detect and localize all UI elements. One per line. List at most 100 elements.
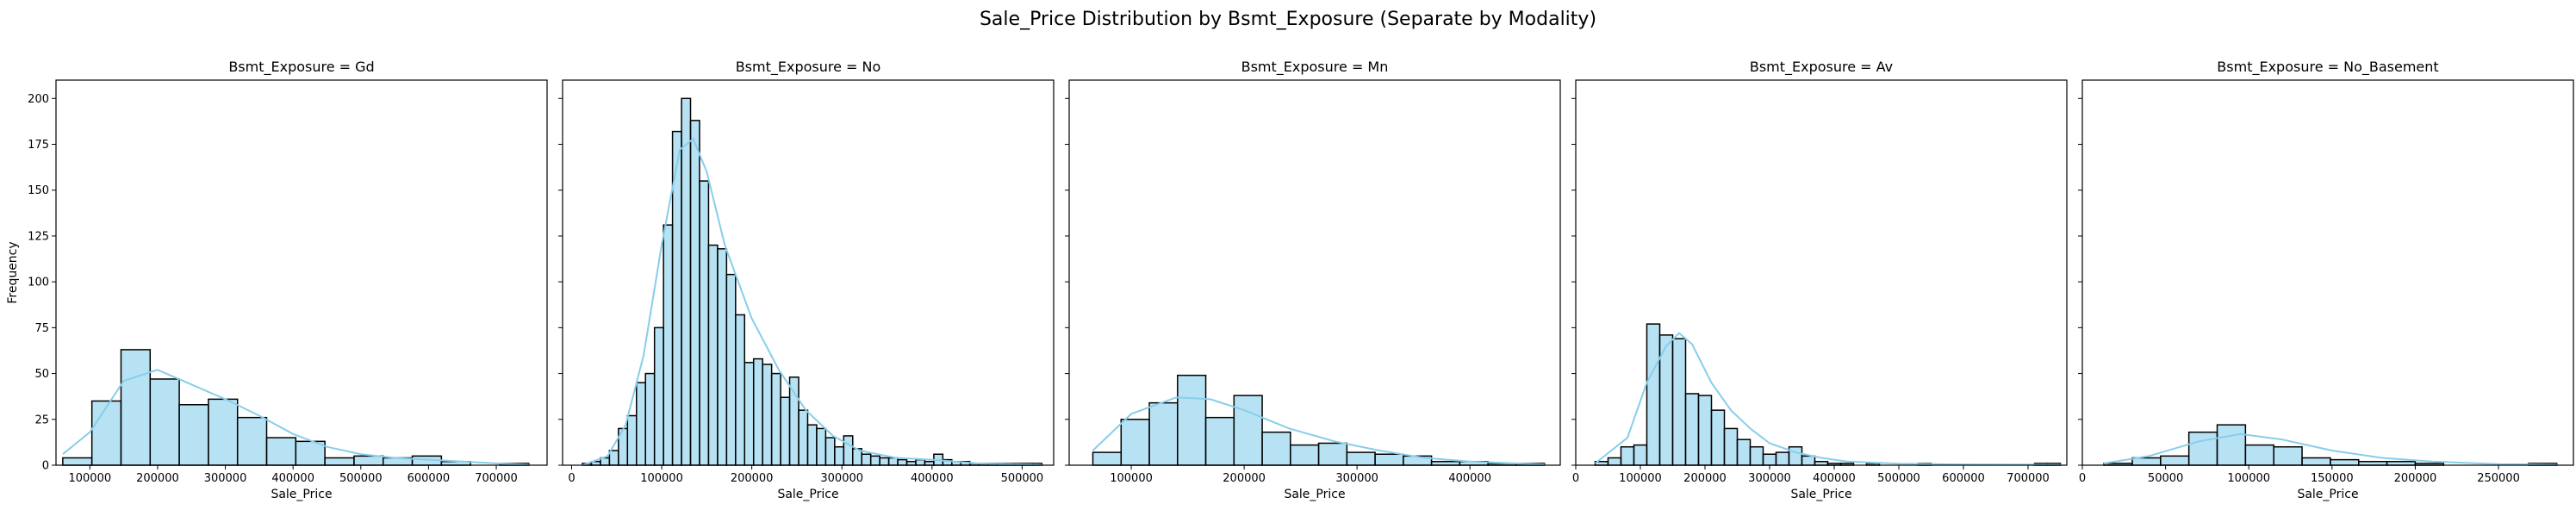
histogram-bar xyxy=(1620,445,1635,466)
histogram-bar xyxy=(1233,395,1263,466)
histogram-bars xyxy=(2103,424,2558,466)
x-tick-label: 400000 xyxy=(911,472,954,485)
x-tick-label: 300000 xyxy=(204,472,247,485)
histogram-bar xyxy=(90,400,122,466)
histogram-bar xyxy=(689,120,700,466)
x-tick-label: 200000 xyxy=(731,472,774,485)
axes-frame xyxy=(562,79,1055,466)
histogram-bar xyxy=(1671,338,1687,466)
histogram-bar xyxy=(897,458,908,466)
histogram-bar xyxy=(62,457,93,466)
histogram-bar xyxy=(744,362,755,466)
x-tick-label: 200000 xyxy=(136,472,179,485)
panel-title: Bsmt_Exposure = No xyxy=(736,59,881,76)
histogram-bar xyxy=(869,455,880,466)
x-tick-label: 400000 xyxy=(1448,472,1491,485)
histogram-bar xyxy=(770,372,781,466)
x-tick-label: 200000 xyxy=(1683,472,1727,485)
x-tick-label: 500000 xyxy=(1877,472,1920,485)
histogram-bar xyxy=(1736,438,1752,466)
histogram-bars xyxy=(1594,323,2062,466)
panel-title: Bsmt_Exposure = Gd xyxy=(228,59,374,76)
histogram-bar xyxy=(915,458,926,466)
histogram-bar xyxy=(1697,395,1713,466)
y-axis-label: Frequency xyxy=(6,241,20,303)
histogram-bar xyxy=(2301,457,2331,466)
y-tick-label: 50 xyxy=(34,368,49,381)
y-tick-label: 150 xyxy=(28,184,49,197)
x-tick-label: 0 xyxy=(568,472,575,485)
histogram-bar xyxy=(626,414,638,466)
panel-1: Bsmt_Exposure = Gd 100000 200000 300000 4000… xyxy=(6,59,548,501)
panel-title: Bsmt_Exposure = Av xyxy=(1750,59,1893,76)
y-tick-label: 125 xyxy=(28,230,49,243)
kde-curve xyxy=(1594,332,2061,466)
histogram-bars xyxy=(1092,374,1546,466)
histogram-bar xyxy=(735,314,746,466)
y-tick-label: 25 xyxy=(34,414,49,426)
histogram-bar xyxy=(2216,424,2247,466)
panel-5: Bsmt_Exposure = No_Basement 0 50000 100000 1… xyxy=(2078,59,2574,501)
axes-frame xyxy=(1068,79,1561,466)
histogram-bar xyxy=(1814,460,1829,466)
x-tick-label: 100000 xyxy=(640,472,683,485)
histogram-bar xyxy=(2330,458,2360,466)
kde-curve xyxy=(2103,432,2557,466)
histogram-bar xyxy=(707,244,719,466)
histogram-bar xyxy=(2187,431,2218,466)
histogram-bar xyxy=(644,372,656,466)
histogram-bar xyxy=(208,398,239,466)
x-tick-label: 500000 xyxy=(339,472,383,485)
panel-title: Bsmt_Exposure = No_Basement xyxy=(2217,59,2438,76)
figure-title: Sale_Price Distribution by Bsmt_Exposure… xyxy=(980,9,1596,30)
histogram-bar xyxy=(2160,455,2190,466)
x-tick-label: 300000 xyxy=(1335,472,1378,485)
histogram-bar xyxy=(1775,451,1790,466)
x-tick-label: 150000 xyxy=(2311,472,2354,485)
x-tick-label: 0 xyxy=(1572,472,1579,485)
x-tick-label: 200000 xyxy=(2394,472,2437,485)
histogram-bar xyxy=(120,349,152,466)
x-tick-label: 100000 xyxy=(2227,472,2270,485)
histogram-bar xyxy=(2273,445,2303,466)
x-tick-label: 200000 xyxy=(1223,472,1266,485)
panel-2: Bsmt_Exposure = No 0 100000 200000 300000 400… xyxy=(558,59,1055,501)
histogram-bar xyxy=(762,364,773,466)
x-tick-label: 0 xyxy=(2079,472,2086,485)
histogram-bar xyxy=(2131,457,2162,466)
x-axis-label: Sale_Price xyxy=(777,488,838,501)
histogram-bar xyxy=(1120,419,1150,466)
x-tick-label: 600000 xyxy=(1942,472,1985,485)
histogram-bar xyxy=(1646,323,1661,466)
kde-curve xyxy=(582,137,1042,466)
histogram-bars xyxy=(62,349,530,466)
x-axis-label: Sale_Price xyxy=(2297,488,2358,501)
kde-curve xyxy=(62,369,529,466)
y-tick-label: 100 xyxy=(28,277,49,289)
histogram-bar xyxy=(149,378,180,466)
y-tick-label: 75 xyxy=(34,322,49,335)
histogram-bar xyxy=(178,404,209,466)
x-tick-label: 400000 xyxy=(271,472,314,485)
x-tick-label: 600000 xyxy=(408,472,451,485)
y-tick-label: 0 xyxy=(42,460,49,473)
histogram-bar xyxy=(1204,416,1235,466)
histogram-bar xyxy=(1723,427,1739,466)
histogram-bar xyxy=(1633,444,1648,466)
panel-title: Bsmt_Exposure = Mn xyxy=(1241,59,1389,76)
histogram-bars xyxy=(582,97,1043,466)
kde-curve xyxy=(1092,396,1545,466)
histogram-bar xyxy=(824,437,836,466)
histogram-bar xyxy=(1374,453,1404,466)
histogram-bar xyxy=(608,450,619,466)
histogram-bar xyxy=(806,424,818,466)
panel-3: Bsmt_Exposure = Mn 100000 200000 300000 4000… xyxy=(1065,59,1561,501)
histogram-bar xyxy=(725,273,737,466)
histogram-bar xyxy=(636,382,646,466)
histogram-bar xyxy=(653,327,664,466)
x-tick-label: 100000 xyxy=(1110,472,1153,485)
histogram-bar xyxy=(236,416,268,466)
histogram-bar xyxy=(699,180,710,466)
histogram-bar xyxy=(2357,460,2388,466)
